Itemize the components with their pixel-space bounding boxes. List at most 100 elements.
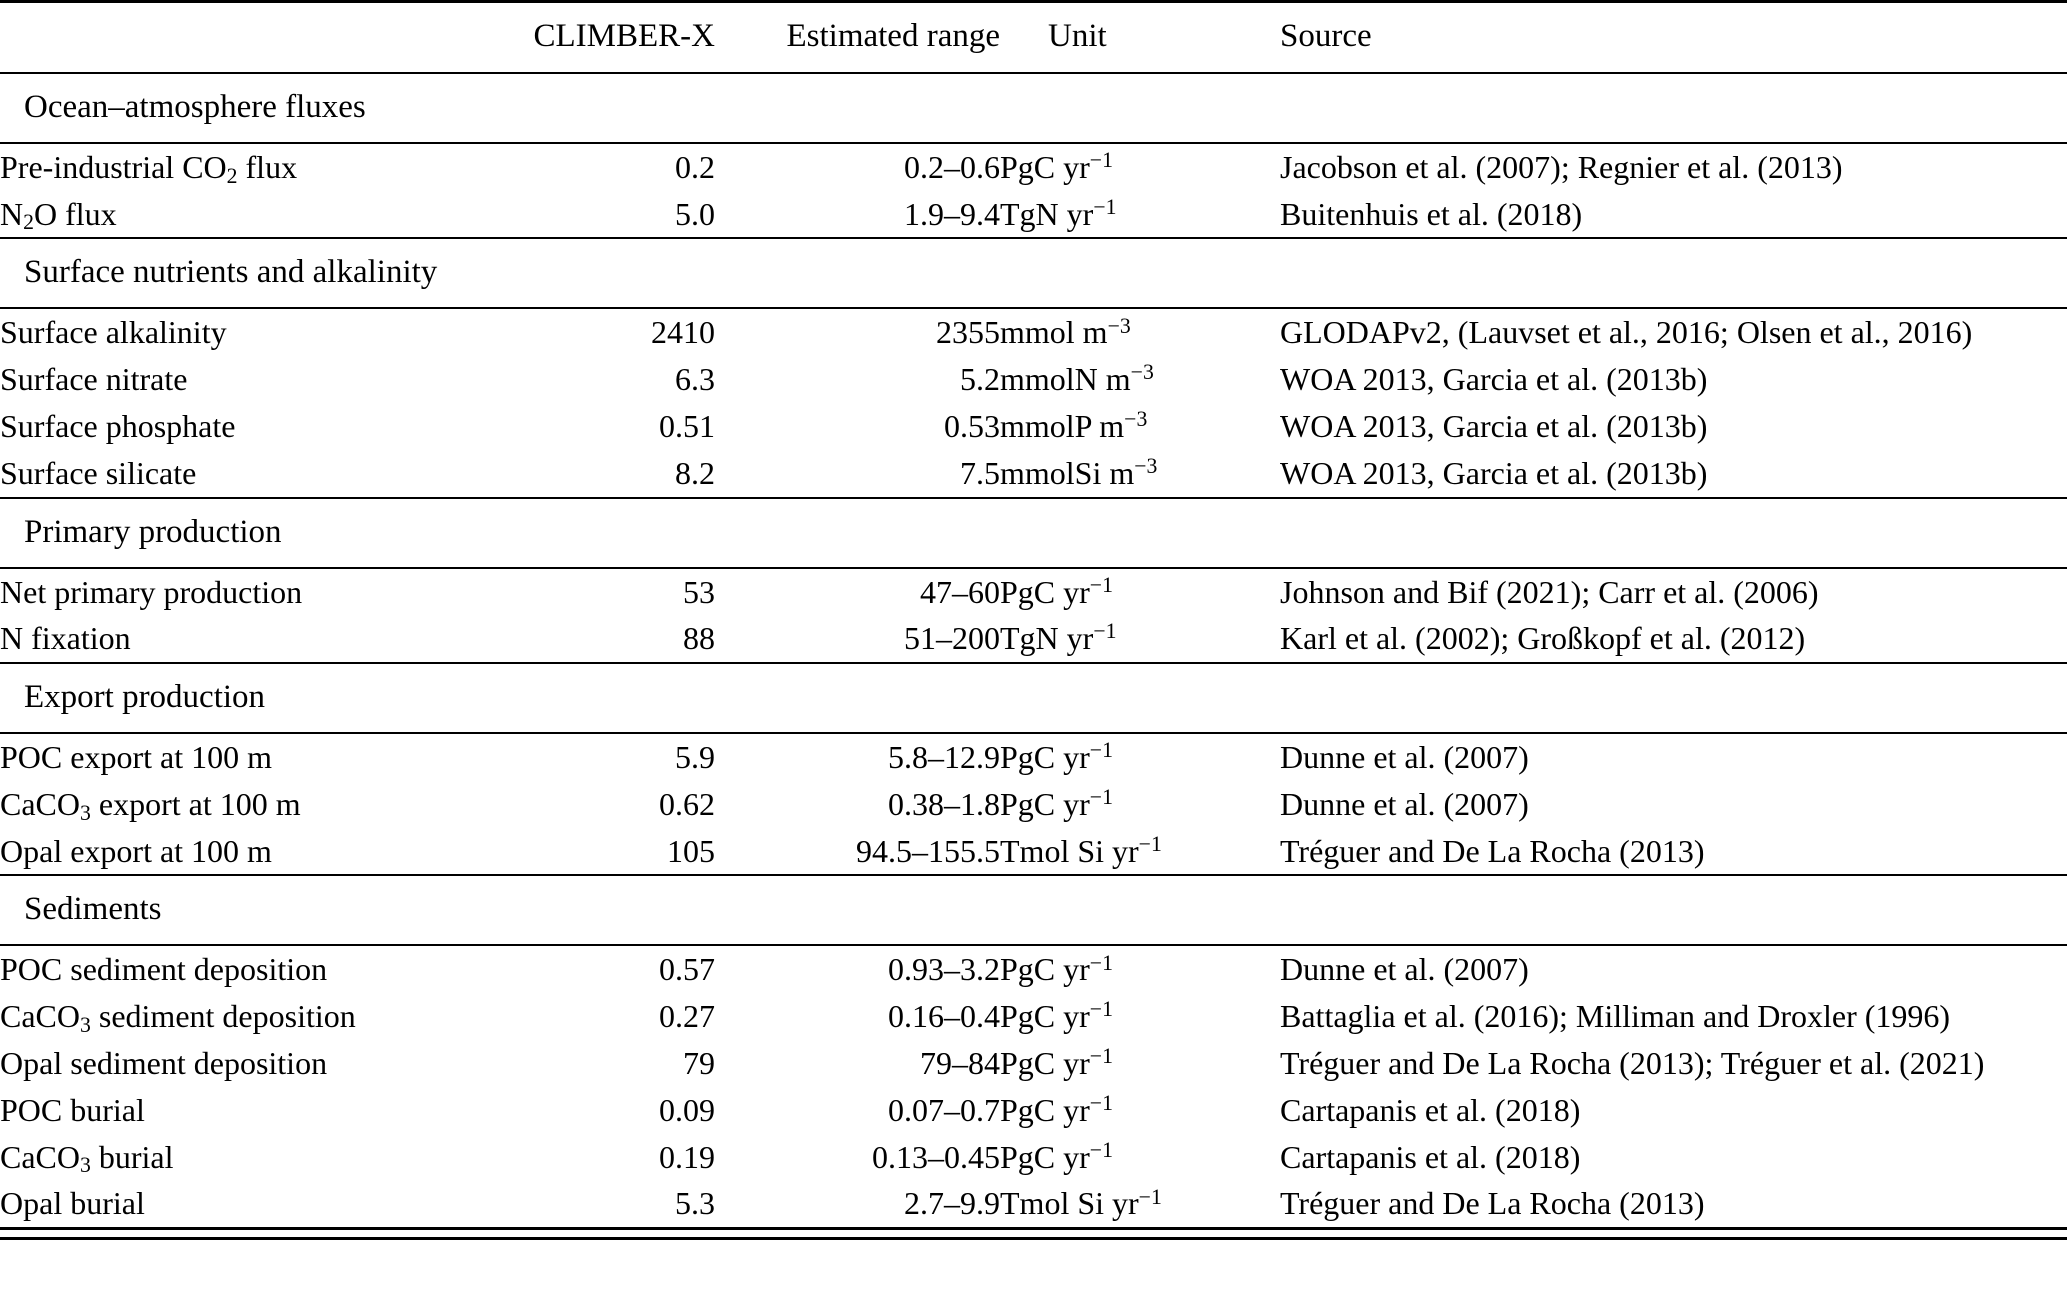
table-row: Surface silicate 8.2 7.5 mmolSi m−3 WOA 2013…: [0, 450, 2067, 498]
climber-x-value: 0.19: [659, 1138, 715, 1175]
table-row: POC sediment deposition 0.57 0.93–3.2 PgC y…: [0, 945, 2067, 993]
climber-x-value: 0.27: [659, 998, 715, 1035]
table-row: Surface alkalinity 2410 2355 mmol m−3 GLODAP…: [0, 308, 2067, 356]
table-row: Opal export at 100 m 105 94.5–155.5 Tmol Si…: [0, 828, 2067, 876]
unit-cell: PgC yr−1: [1000, 1090, 1113, 1128]
section-header-row: Sediments: [0, 874, 2067, 947]
table-row: Opal sediment deposition 79 79–84 PgC yr−1 T…: [0, 1040, 2067, 1087]
estimated-range-value: 5.8–12.9: [888, 739, 1000, 776]
table-section: Export production POC export at 100 m 5.9 5…: [0, 662, 2067, 876]
source-cell: Dunne et al. (2007): [1280, 739, 1529, 776]
section-title: Surface nutrients and alkalinity: [0, 237, 2067, 310]
row-label-cell: N2O flux: [0, 195, 117, 235]
table-section: Sediments POC sediment deposition 0.57 0.93…: [0, 874, 2067, 1228]
estimated-range-value: 0.13–0.45: [872, 1138, 1000, 1175]
estimated-range-value: 0.2–0.6: [904, 148, 1000, 185]
column-header-unit: Unit: [1048, 18, 1107, 54]
row-label-cell: POC burial: [0, 1091, 145, 1128]
source-cell: Cartapanis et al. (2018): [1280, 1091, 1581, 1128]
source-cell: Johnson and Bif (2021); Carr et al. (200…: [1280, 573, 1819, 610]
table-row: Net primary production 53 47–60 PgC yr−1 Joh…: [0, 568, 2067, 616]
climber-x-value: 105: [667, 832, 715, 869]
row-label-cell: POC export at 100 m: [0, 739, 272, 776]
climber-x-value: 6.3: [675, 361, 715, 398]
table-row: CaCO3 sediment deposition 0.27 0.16–0.4 PgC…: [0, 993, 2067, 1040]
estimated-range-value: 2355: [936, 314, 1000, 351]
estimated-range-value: 0.38–1.8: [888, 785, 1000, 822]
row-label-cell: Opal sediment deposition: [0, 1044, 328, 1081]
estimated-range-value: 0.53: [944, 408, 1000, 444]
source-cell: Buitenhuis et al. (2018): [1280, 195, 1583, 232]
unit-cell: Tmol Si yr−1: [1000, 1184, 1162, 1222]
climber-x-value: 0.62: [659, 785, 715, 822]
row-label-cell: Surface silicate: [0, 454, 197, 491]
source-cell: Karl et al. (2002); Großkopf et al. (201…: [1280, 620, 1806, 657]
table-header-row: CLIMBER-X Estimated range Unit Source: [0, 3, 2067, 73]
unit-cell: PgC yr−1: [1000, 1137, 1113, 1175]
row-label-cell: Surface alkalinity: [0, 314, 227, 351]
unit-cell: mmolP m−3: [1000, 407, 1148, 444]
section-header-row: Export production: [0, 662, 2067, 735]
climber-x-value: 88: [683, 620, 715, 657]
estimated-range-value: 51–200: [904, 620, 1000, 657]
table-row: N2O flux 5.0 1.9–9.4 TgN yr−1 Buitenhuis et …: [0, 191, 2067, 239]
row-label-cell: POC sediment deposition: [0, 951, 328, 988]
unit-cell: mmol m−3: [1000, 313, 1131, 351]
table-row: POC export at 100 m 5.9 5.8–12.9 PgC yr−1 Du…: [0, 733, 2067, 781]
row-label-cell: Pre-industrial CO2 flux: [0, 148, 298, 188]
source-cell: Tréguer and De La Rocha (2013): [1280, 1185, 1705, 1222]
table-row: N fixation 88 51–200 TgN yr−1 Karl et al. (2…: [0, 615, 2067, 663]
model-evaluation-table: CLIMBER-X Estimated range Unit Source Oc…: [0, 3, 2067, 1231]
row-label-cell: Opal burial: [0, 1185, 145, 1222]
unit-cell: PgC yr−1: [1000, 572, 1113, 610]
source-cell: Battaglia et al. (2016); Milliman and Dr…: [1280, 998, 1951, 1035]
table-section: Primary production Net primary production…: [0, 496, 2067, 664]
unit-cell: PgC yr−1: [1000, 148, 1113, 185]
climber-x-value: 0.09: [659, 1091, 715, 1128]
unit-cell: mmolN m−3: [1000, 360, 1154, 398]
column-header-parameter: [0, 3, 500, 73]
source-cell: Tréguer and De La Rocha (2013); Tréguer …: [1280, 1044, 1985, 1081]
row-label-cell: N fixation: [0, 620, 131, 657]
unit-cell: mmolSi m−3: [1000, 453, 1158, 491]
estimated-range-value: 94.5–155.5: [856, 832, 1000, 869]
unit-cell: PgC yr−1: [1000, 738, 1113, 776]
unit-cell: PgC yr−1: [1000, 997, 1113, 1035]
estimated-range-value: 2.7–9.9: [904, 1185, 1000, 1222]
estimated-range-value: 7.5: [960, 454, 1000, 491]
climber-x-value: 53: [683, 573, 715, 610]
estimated-range-value: 47–60: [920, 573, 1000, 610]
unit-cell: PgC yr−1: [1000, 950, 1113, 988]
estimated-range-value: 0.07–0.7: [888, 1091, 1000, 1128]
section-title: Primary production: [0, 496, 2067, 569]
model-evaluation-table-wrap: CLIMBER-X Estimated range Unit Source Oc…: [0, 0, 2067, 1241]
source-cell: WOA 2013, Garcia et al. (2013b): [1280, 361, 1708, 398]
table-row: POC burial 0.09 0.07–0.7 PgC yr−1 Cartapanis…: [0, 1087, 2067, 1134]
table-row: Surface nitrate 6.3 5.2 mmolN m−3 WOA 2013, …: [0, 356, 2067, 403]
row-label-cell: CaCO3 burial: [0, 1138, 174, 1178]
table-row: CaCO3 burial 0.19 0.13–0.45 PgC yr−1 Cartapa…: [0, 1134, 2067, 1181]
estimated-range-value: 0.93–3.2: [888, 951, 1000, 988]
row-label-cell: Surface nitrate: [0, 361, 188, 398]
column-header-source: Source: [1280, 18, 1372, 54]
unit-cell: PgC yr−1: [1000, 1044, 1113, 1081]
source-cell: GLODAPv2, (Lauvset et al., 2016; Olsen e…: [1280, 314, 1973, 351]
climber-x-value: 5.0: [675, 195, 715, 232]
section-header-row: Surface nutrients and alkalinity: [0, 237, 2067, 310]
source-cell: Jacobson et al. (2007); Regnier et al. (…: [1280, 148, 1843, 185]
section-header-row: Primary production: [0, 496, 2067, 569]
source-cell: Cartapanis et al. (2018): [1280, 1138, 1581, 1175]
table-row: Pre-industrial CO2 flux 0.2 0.2–0.6 PgC yr−…: [0, 143, 2067, 191]
climber-x-value: 5.3: [675, 1185, 715, 1222]
section-title: Export production: [0, 662, 2067, 735]
climber-x-value: 0.51: [659, 408, 715, 444]
row-label-cell: CaCO3 export at 100 m: [0, 785, 301, 825]
source-cell: Dunne et al. (2007): [1280, 785, 1529, 822]
source-cell: WOA 2013, Garcia et al. (2013b): [1280, 408, 1708, 444]
section-title: Ocean–atmosphere fluxes: [0, 71, 2067, 144]
climber-x-value: 0.2: [675, 148, 715, 185]
climber-x-value: 5.9: [675, 739, 715, 776]
row-label-cell: Net primary production: [0, 573, 303, 610]
table-row: Opal burial 5.3 2.7–9.9 Tmol Si yr−1 Tréguer…: [0, 1180, 2067, 1228]
column-header-climber-x: CLIMBER-X: [533, 18, 716, 54]
